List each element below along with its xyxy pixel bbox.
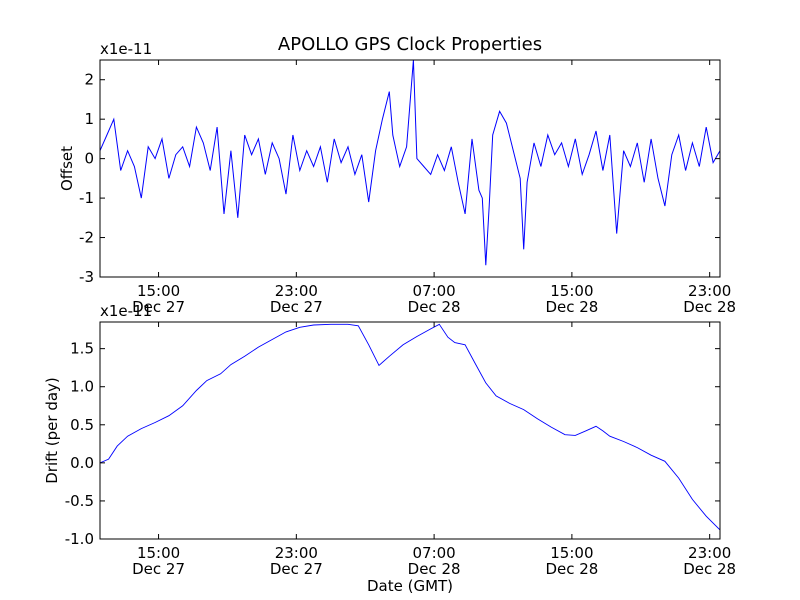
offset-exponent-label: x1e-11	[100, 40, 152, 58]
y-tick-label: 0.0	[70, 454, 94, 472]
x-tick-time-label: 15:00	[550, 544, 593, 562]
offset-y-ticks: -3 -2 -1 0 1 2	[79, 71, 720, 286]
x-tick-date-label: Dec 27	[132, 560, 185, 578]
drift-x-axis-label: Date (GMT)	[367, 577, 453, 595]
y-tick-label: 1	[84, 110, 94, 128]
y-tick-label: 0.5	[70, 416, 94, 434]
drift-exponent-label: x1e-11	[100, 302, 152, 320]
x-tick-time-label: 15:00	[550, 282, 593, 300]
y-tick-label: 0	[84, 150, 94, 168]
y-tick-label: 2	[84, 71, 94, 89]
offset-axes-frame	[99, 59, 721, 278]
x-tick-time-label: 15:00	[137, 544, 180, 562]
y-tick-label: -3	[79, 268, 94, 286]
series-line-0	[99, 323, 721, 531]
y-tick-label: 1.5	[70, 340, 94, 358]
drift-series-line	[99, 323, 721, 531]
y-tick-label: -1.0	[65, 530, 94, 548]
drift-axes-frame	[99, 321, 721, 540]
drift-y-axis-label: Drift (per day)	[43, 377, 61, 484]
chart-title: APOLLO GPS Clock Properties	[278, 34, 542, 55]
offset-series-line	[99, 59, 721, 266]
y-tick-label: 1.0	[70, 378, 94, 396]
y-tick-label: -1	[79, 189, 94, 207]
x-tick-time-label: 23:00	[275, 544, 318, 562]
x-tick-date-label: Dec 28	[545, 298, 598, 316]
x-tick-date-label: Dec 28	[683, 298, 736, 316]
offset-y-axis-label: Offset	[58, 146, 76, 191]
x-tick-date-label: Dec 28	[683, 560, 736, 578]
y-tick-label: -2	[79, 229, 94, 247]
drift-y-ticks: -1.0 -0.5 0.0 0.5 1.0 1.5	[65, 340, 720, 548]
x-tick-time-label: 15:00	[137, 282, 180, 300]
x-tick-time-label: 07:00	[412, 282, 455, 300]
x-tick-date-label: Dec 27	[270, 298, 323, 316]
x-tick-date-label: Dec 28	[408, 560, 461, 578]
x-tick-time-label: 07:00	[412, 544, 455, 562]
x-tick-date-label: Dec 27	[132, 298, 185, 316]
x-tick-time-label: 23:00	[688, 544, 731, 562]
x-tick-date-label: Dec 28	[408, 298, 461, 316]
x-tick-date-label: Dec 27	[270, 560, 323, 578]
x-tick-time-label: 23:00	[688, 282, 731, 300]
series-line-0	[99, 59, 721, 266]
y-tick-label: -0.5	[65, 492, 94, 510]
x-tick-time-label: 23:00	[275, 282, 318, 300]
x-tick-date-label: Dec 28	[545, 560, 598, 578]
